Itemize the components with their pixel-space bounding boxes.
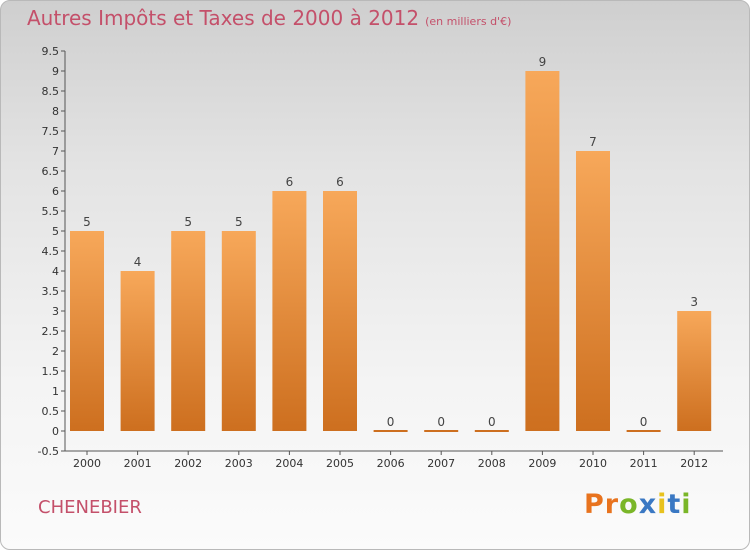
y-tick-label: 0 (52, 425, 59, 438)
bar (525, 71, 560, 431)
y-tick-label: 4.5 (42, 245, 60, 258)
y-tick-label: 4 (52, 265, 59, 278)
data-label: 0 (640, 415, 648, 429)
logo-letter: r (604, 489, 620, 520)
y-tick-label: 2.5 (42, 325, 60, 338)
data-label: 6 (286, 175, 294, 189)
proxiti-logo: Proxiti (584, 489, 692, 520)
bar (120, 271, 155, 431)
title-text: Autres Impôts et Taxes de 2000 à 2012 (27, 6, 420, 30)
bar (677, 311, 712, 431)
x-tick-label: 2006 (377, 457, 405, 470)
commune-name: CHENEBIER (38, 497, 142, 518)
x-tick-label: 2011 (630, 457, 658, 470)
bar (373, 430, 408, 432)
y-tick-label: 3.5 (42, 285, 60, 298)
bar (323, 191, 357, 431)
bar (424, 430, 459, 432)
x-tick-label: 2012 (680, 457, 708, 470)
bar (70, 231, 104, 431)
logo-letter: i (657, 489, 668, 520)
bar (474, 430, 509, 432)
y-tick-label: 0.5 (42, 405, 60, 418)
y-tick-label: 7.5 (42, 125, 60, 138)
logo-letter: i (681, 489, 692, 520)
logo-letter: o (619, 489, 639, 520)
y-tick-label: 2 (52, 345, 59, 358)
chart-title: Autres Impôts et Taxes de 2000 à 2012 (en… (27, 6, 511, 30)
y-tick-label: 1.5 (42, 365, 60, 378)
x-tick-label: 2003 (225, 457, 253, 470)
y-tick-label: -0.5 (38, 445, 59, 458)
bar (626, 430, 661, 432)
data-label: 5 (235, 215, 243, 229)
y-tick-label: 1 (52, 385, 59, 398)
data-label: 3 (690, 295, 698, 309)
bar (272, 191, 307, 431)
y-tick-label: 7 (52, 145, 59, 158)
x-tick-label: 2008 (478, 457, 506, 470)
data-label: 0 (488, 415, 496, 429)
data-label: 9 (539, 55, 547, 69)
chart-subtitle: (en milliers d'€) (425, 15, 512, 28)
bar (171, 231, 206, 431)
data-label: 5 (184, 215, 192, 229)
data-label: 4 (134, 255, 142, 269)
x-tick-label: 2002 (174, 457, 202, 470)
y-tick-label: 9 (52, 65, 59, 78)
x-tick-label: 2001 (124, 457, 152, 470)
y-tick-label: 3 (52, 305, 59, 318)
y-tick-label: 5.5 (42, 205, 60, 218)
x-tick-label: 2009 (528, 457, 556, 470)
data-label: 0 (387, 415, 395, 429)
data-label: 5 (83, 215, 91, 229)
x-tick-label: 2010 (579, 457, 607, 470)
bar (576, 151, 610, 431)
logo-letter: x (638, 489, 658, 520)
data-label: 0 (437, 415, 445, 429)
y-tick-label: 8 (52, 105, 59, 118)
y-tick-label: 6.5 (42, 165, 60, 178)
data-label: 7 (589, 135, 597, 149)
y-tick-label: 8.5 (42, 85, 60, 98)
y-tick-label: 9.5 (42, 45, 60, 58)
y-tick-label: 5 (52, 225, 59, 238)
x-tick-label: 2007 (427, 457, 455, 470)
x-tick-label: 2004 (275, 457, 303, 470)
logo-letter: P (584, 489, 605, 520)
x-tick-label: 2000 (73, 457, 101, 470)
bar (221, 231, 256, 431)
x-tick-label: 2005 (326, 457, 354, 470)
data-label: 6 (336, 175, 344, 189)
logo-letter: t (667, 489, 682, 520)
y-tick-label: 6 (52, 185, 59, 198)
